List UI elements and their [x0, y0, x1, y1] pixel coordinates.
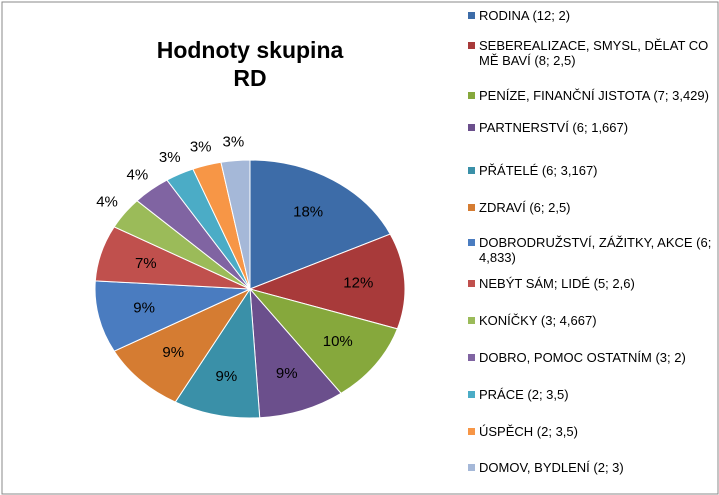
- legend-item: RODINA (12; 2): [468, 8, 713, 23]
- legend-label: DOMOV, BYDLENÍ (2; 3): [479, 460, 624, 475]
- legend-label: KONÍČKY (3; 4,667): [479, 313, 597, 328]
- data-label: 3%: [223, 134, 245, 151]
- data-label: 9%: [133, 300, 155, 317]
- data-label: 3%: [159, 149, 181, 166]
- legend-label: NEBÝT SÁM; LIDÉ (5; 2,6): [479, 276, 635, 291]
- legend-swatch: [468, 42, 475, 49]
- legend-item: PARTNERSTVÍ (6; 1,667): [468, 120, 713, 135]
- legend-label: ZDRAVÍ (6; 2,5): [479, 200, 571, 215]
- legend-item: PŘÁTELÉ (6; 3,167): [468, 163, 713, 178]
- legend-swatch: [468, 167, 475, 174]
- legend-label: ÚSPĚCH (2; 3,5): [479, 424, 578, 439]
- chart-title: Hodnoty skupina RD: [156, 37, 344, 91]
- legend-swatch: [468, 354, 475, 361]
- legend-swatch: [468, 124, 475, 131]
- legend-label: PARTNERSTVÍ (6; 1,667): [479, 120, 629, 135]
- pie-slice: [249, 287, 342, 419]
- legend-item: PENÍZE, FINANČNÍ JISTOTA (7; 3,429): [468, 88, 713, 103]
- legend-swatch: [468, 428, 475, 435]
- legend-swatch: [468, 12, 475, 19]
- legend-swatch: [468, 391, 475, 398]
- legend-label: PŘÁTELÉ (6; 3,167): [479, 163, 598, 178]
- legend-item: SEBEREALIZACE, SMYSL, DĚLAT CO MĚ BAVÍ (…: [468, 38, 713, 68]
- legend-swatch: [468, 239, 475, 246]
- data-label: 9%: [162, 344, 184, 361]
- pie-slice: [174, 287, 261, 419]
- legend-label: RODINA (12; 2): [479, 8, 571, 23]
- legend-swatch: [468, 204, 475, 211]
- legend-swatch: [468, 464, 475, 471]
- pie-slice: [94, 280, 251, 352]
- data-label: 4%: [96, 194, 118, 211]
- data-label: 3%: [190, 139, 212, 156]
- legend-item: KONÍČKY (3; 4,667): [468, 313, 713, 328]
- data-label: 4%: [127, 167, 149, 184]
- legend-item: ZDRAVÍ (6; 2,5): [468, 200, 713, 215]
- legend-swatch: [468, 92, 475, 99]
- pie-slice: [248, 288, 399, 395]
- legend-item: DOBRO, POMOC OSTATNÍM (3; 2): [468, 350, 713, 365]
- legend-item: ÚSPĚCH (2; 3,5): [468, 424, 713, 439]
- data-label: 9%: [276, 365, 298, 382]
- pie-slice: [113, 287, 252, 403]
- data-label: 7%: [135, 255, 157, 272]
- pie-slice: [220, 159, 251, 290]
- legend-swatch: [468, 280, 475, 287]
- legend-item: DOMOV, BYDLENÍ (2; 3): [468, 460, 713, 475]
- legend-swatch: [468, 317, 475, 324]
- legend-label: PENÍZE, FINANČNÍ JISTOTA (7; 3,429): [479, 88, 709, 103]
- data-label: 12%: [343, 274, 373, 291]
- legend-label: DOBRODRUŽSTVÍ, ZÁŽITKY, AKCE (6; 4,833): [479, 235, 712, 265]
- data-label: 18%: [293, 204, 323, 221]
- legend-item: NEBÝT SÁM; LIDÉ (5; 2,6): [468, 276, 713, 291]
- pie-slice: [249, 159, 391, 290]
- data-label: 10%: [323, 333, 353, 350]
- legend-item: DOBRODRUŽSTVÍ, ZÁŽITKY, AKCE (6; 4,833): [468, 235, 713, 265]
- legend-item: PRÁCE (2; 3,5): [468, 387, 713, 402]
- legend-label: DOBRO, POMOC OSTATNÍM (3; 2): [479, 350, 686, 365]
- legend-label: SEBEREALIZACE, SMYSL, DĚLAT CO MĚ BAVÍ (…: [479, 38, 709, 68]
- pie-slice: [248, 233, 406, 330]
- legend-label: PRÁCE (2; 3,5): [479, 387, 569, 402]
- data-label: 9%: [215, 368, 237, 385]
